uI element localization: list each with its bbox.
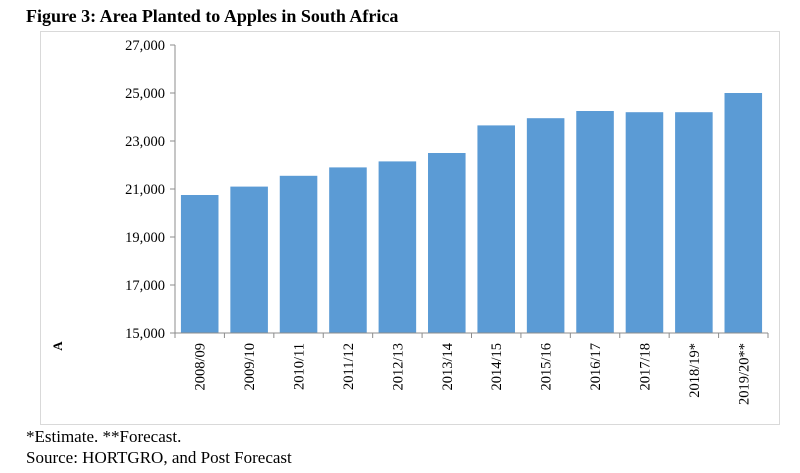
- x-tick-label: 2019/20**: [736, 343, 752, 405]
- chart-frame: [40, 31, 780, 425]
- x-tick-label: 2011/12: [341, 343, 357, 390]
- x-tick-label: 2016/17: [588, 343, 604, 391]
- figure-title: Figure 3: Area Planted to Apples in Sout…: [26, 6, 399, 26]
- bar-2008/09: [180, 195, 219, 333]
- x-tick-label: 2014/15: [489, 343, 505, 391]
- bar-2010/11: [279, 175, 318, 333]
- y-tick-label: 19,000: [125, 230, 165, 246]
- bar-2013/14: [428, 153, 466, 333]
- bar-2015/16: [526, 118, 565, 333]
- x-tick-label: 2009/10: [242, 343, 258, 391]
- y-tick-label: 21,000: [125, 182, 165, 198]
- bar-2017/18: [625, 112, 664, 333]
- y-tick-label: 17,000: [125, 278, 165, 294]
- bar-2018/19*: [675, 112, 713, 333]
- bar-2016/17: [576, 111, 614, 333]
- bar-chart: 15,000 17,000 19,000 21,000 23,000 25,000 27,0…: [50, 38, 769, 405]
- y-axis-label: A: [50, 341, 65, 351]
- x-tick-label: 2012/13: [390, 343, 406, 391]
- figure-notes: *Estimate. **Forecast. Source: HORTGRO, …: [26, 426, 292, 468]
- x-tick-label: 2018/19*: [687, 343, 703, 398]
- y-tick-label: 27,000: [125, 38, 165, 54]
- x-tick-label: 2010/11: [292, 343, 308, 390]
- bar-2014/15: [477, 125, 515, 334]
- x-tick-label: 2013/14: [440, 342, 456, 390]
- axes-layer: [170, 44, 769, 338]
- source-note: Source: HORTGRO, and Post Forecast: [26, 448, 292, 467]
- x-tick-label: 2015/16: [539, 343, 555, 391]
- x-tick-label: 2017/18: [637, 343, 653, 391]
- estimate-note: *Estimate. **Forecast.: [26, 427, 182, 446]
- labels-layer: 15,000 17,000 19,000 21,000 23,000 25,000 27,0…: [50, 38, 752, 405]
- bars-layer: [180, 93, 763, 334]
- bar-2009/10: [230, 186, 268, 333]
- bar-2011/12: [329, 167, 367, 333]
- bar-2012/13: [378, 161, 417, 333]
- bar-2019/20**: [724, 93, 763, 333]
- x-tick-label: 2008/09: [193, 343, 209, 391]
- y-tick-label: 25,000: [125, 86, 165, 102]
- y-tick-label: 15,000: [125, 326, 165, 342]
- y-tick-label: 23,000: [125, 134, 165, 150]
